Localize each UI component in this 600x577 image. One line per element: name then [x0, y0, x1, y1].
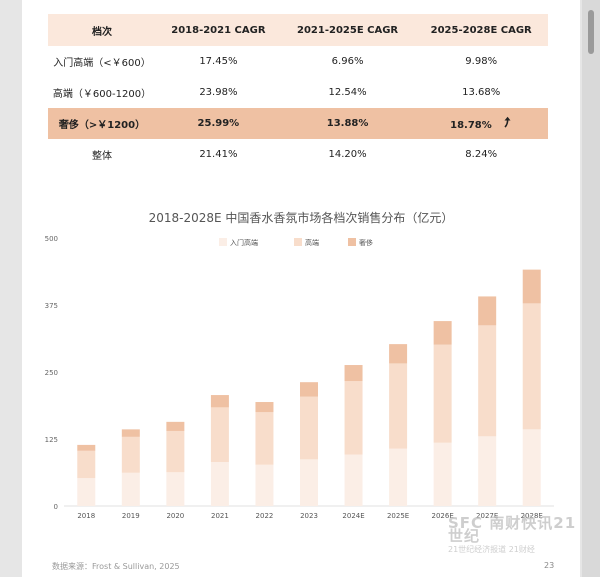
table-cell: 6.96%: [331, 56, 364, 67]
bar-segment-entry: [255, 464, 274, 506]
table-cell-value: 18.78%: [450, 120, 492, 131]
table-cell: 17.45%: [199, 56, 238, 67]
table-cell: 23.98%: [199, 87, 238, 98]
bar-segment-entry: [166, 472, 185, 506]
x-tick-label: 2021: [211, 512, 229, 520]
bar-segment-luxury: [522, 269, 541, 304]
bar-segment-premium: [166, 430, 185, 473]
bar-segment-luxury: [433, 321, 452, 345]
legend-swatch: [294, 238, 302, 246]
header-cagr-2025-2028: 2025-2028E CAGR: [414, 14, 548, 46]
x-tick-label: 2020: [166, 512, 184, 520]
bar-segment-premium: [433, 344, 452, 443]
table-row: 高端（￥600-1200） 23.98% 12.54% 13.68%: [48, 77, 548, 108]
bar-segment-premium: [522, 303, 541, 430]
table-cell: 18.78%: [414, 108, 548, 139]
header-tier: 档次: [48, 14, 156, 46]
x-tick-label: 2018: [77, 512, 95, 520]
page-number: 23: [544, 561, 555, 570]
legend-swatch: [219, 238, 227, 246]
bar-segment-luxury: [344, 365, 363, 382]
bar-segment-luxury: [210, 395, 229, 408]
table-cell: 14.20%: [328, 149, 367, 160]
bar-segment-entry: [522, 429, 541, 506]
watermark: SFC 南财快讯21世纪 21世纪经济报道 21财经: [448, 516, 580, 555]
bar-segment-premium: [344, 381, 363, 455]
legend-swatch: [348, 238, 356, 246]
bar-segment-luxury: [77, 444, 96, 451]
x-tick-label: 2022: [256, 512, 274, 520]
x-tick-label: 2019: [122, 512, 140, 520]
arrow-up-icon: [503, 116, 512, 131]
table-row: 入门高端（<￥600） 17.45% 6.96% 9.98%: [48, 46, 548, 77]
stacked-bar-chart: 0 125 250 375 500 2018 2019 2020 2021 2022 2023 202…: [45, 235, 554, 520]
bar-segment-premium: [255, 412, 274, 465]
bar-segment-entry: [121, 472, 140, 506]
bar-segment-entry: [433, 442, 452, 506]
legend-label: 入门高端: [230, 238, 258, 247]
bar-segment-premium: [389, 363, 408, 449]
table-cell: 8.24%: [465, 149, 498, 160]
table-cell: 13.68%: [462, 87, 501, 98]
row-label: 高端（￥600-1200）: [52, 89, 152, 100]
legend-label: 奢侈: [359, 238, 373, 247]
bar-segment-entry: [344, 454, 363, 506]
y-tick-label: 375: [45, 302, 58, 310]
bar-segment-premium: [210, 407, 229, 463]
table-cell: 13.88%: [280, 108, 415, 139]
scrollbar-thumb[interactable]: [588, 10, 594, 54]
x-tick-label: 2023: [300, 512, 318, 520]
bar-segment-entry: [77, 478, 96, 506]
bar-segment-entry: [300, 459, 318, 506]
bar-segment-entry: [389, 448, 408, 506]
row-label: 整体: [92, 151, 112, 162]
table-header-row: 档次 2018-2021 CAGR 2021-2025E CAGR 2025-2…: [48, 14, 548, 46]
bar-segment-luxury: [121, 429, 140, 437]
report-page: 档次 2018-2021 CAGR 2021-2025E CAGR 2025-2…: [22, 0, 580, 577]
x-tick-label: 2025E: [387, 512, 409, 520]
scrollbar[interactable]: [582, 0, 600, 577]
row-label: 奢侈（>￥1200）: [48, 108, 156, 139]
y-tick-label: 125: [45, 436, 58, 444]
bar-segment-premium: [121, 436, 140, 473]
table-cell: 21.41%: [199, 149, 238, 160]
watermark-line2: 21世纪经济报道 21财经: [448, 545, 535, 554]
data-source: 数据来源：Frost & Sullivan, 2025: [52, 562, 180, 571]
bar-segment-luxury: [255, 402, 274, 413]
chart-title: 2018-2028E 中国香水香氛市场各档次销售分布（亿元）: [148, 211, 454, 225]
x-tick-label: 2024E: [342, 512, 364, 520]
x-tick-label: 2028E: [521, 512, 543, 520]
row-label: 入门高端（<￥600）: [53, 58, 151, 69]
bar-segment-luxury: [389, 344, 408, 364]
bar-segment-premium: [77, 450, 96, 479]
bar-segment-entry: [478, 436, 497, 506]
bar-segment-luxury: [166, 421, 185, 431]
table-cell: 9.98%: [465, 56, 498, 67]
header-cagr-2018-2021: 2018-2021 CAGR: [156, 14, 281, 46]
y-tick-label: 250: [45, 369, 58, 377]
bar-segment-luxury: [478, 296, 497, 326]
y-tick-label: 500: [45, 235, 58, 243]
bar-segment-premium: [300, 396, 318, 460]
bar-segment-entry: [210, 462, 229, 506]
x-tick-label: 2026E: [432, 512, 454, 520]
bar-segment-premium: [478, 325, 497, 437]
table-row: 整体 21.41% 14.20% 8.24%: [48, 139, 548, 170]
cagr-table: 档次 2018-2021 CAGR 2021-2025E CAGR 2025-2…: [48, 14, 548, 170]
x-tick-label: 2027E: [476, 512, 498, 520]
table-cell: 12.54%: [328, 87, 367, 98]
y-tick-label: 0: [54, 503, 58, 511]
table-cell: 25.99%: [156, 108, 281, 139]
watermark-line1: SFC 南财快讯21世纪: [448, 514, 577, 545]
bar-segment-luxury: [300, 382, 318, 397]
header-cagr-2021-2025: 2021-2025E CAGR: [280, 14, 415, 46]
table-row-highlighted: 奢侈（>￥1200） 25.99% 13.88% 18.78%: [48, 108, 548, 139]
legend-label: 高端: [305, 238, 319, 247]
